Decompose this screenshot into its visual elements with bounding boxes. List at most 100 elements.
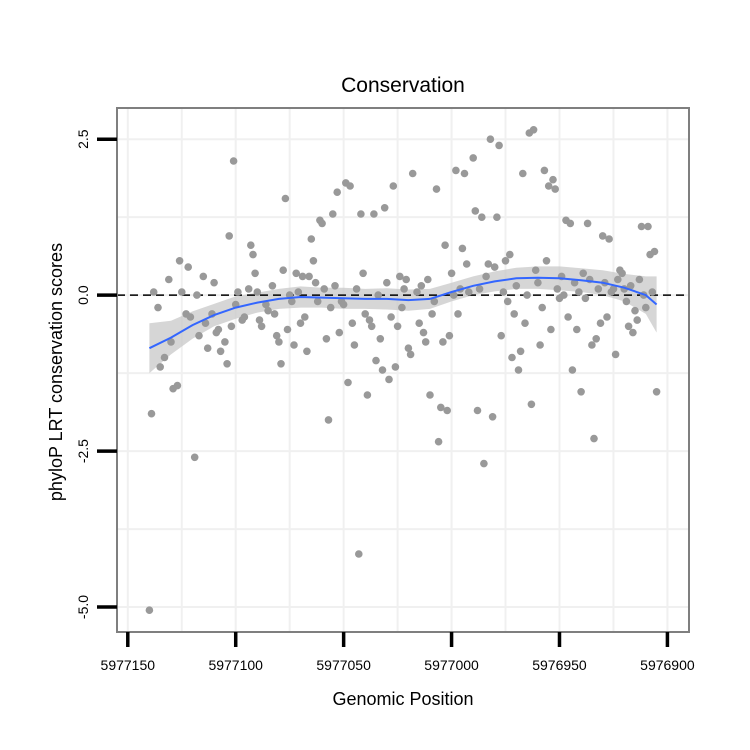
data-point [283,325,292,334]
data-point [626,282,635,290]
data-point [536,341,544,349]
data-point [190,453,199,462]
x-tick-label: 5977000 [424,657,479,673]
data-point [650,247,659,256]
data-point [547,325,555,334]
data-point [322,335,331,343]
data-point [346,182,354,190]
data-point [383,278,391,287]
data-point [272,331,281,340]
data-point [439,338,447,346]
data-point [581,294,590,303]
data-point [335,328,344,337]
data-point [443,406,452,415]
data-point [145,606,154,614]
y-tick-label: 2.5 [75,129,91,149]
x-tick-label: 5977150 [101,657,156,673]
data-point [469,154,478,162]
data-point [447,269,456,278]
data-point [331,282,339,290]
data-point [296,319,305,328]
data-point [579,269,587,278]
data-point [553,285,562,293]
x-tick-label: 5976950 [532,657,587,673]
data-point [277,360,285,368]
data-point [367,322,376,331]
data-point [363,391,372,399]
data-point [542,257,551,265]
data-point [575,288,583,296]
data-point [160,353,169,362]
data-point [234,288,242,296]
data-point [594,285,603,293]
data-point [428,310,436,318]
data-point [424,275,432,284]
data-point [514,366,523,374]
data-point [391,363,400,371]
data-point [359,269,367,278]
data-point [385,375,393,384]
data-point [480,459,488,468]
data-point [503,297,512,306]
data-point [357,210,365,218]
data-point [199,272,208,281]
data-point [193,291,201,299]
data-point [596,319,605,328]
data-point [421,338,430,346]
smooth-line-layer [148,276,658,350]
data-point [348,319,357,328]
data-point [484,260,493,268]
data-point [149,288,158,296]
data-point [644,222,652,231]
confidence-band [149,266,657,374]
data-point [221,338,229,346]
data-point [426,391,434,399]
data-point [652,388,661,396]
data-point [635,275,644,284]
x-tick-label: 5976900 [640,657,695,673]
data-point [333,188,342,196]
data-point [320,285,329,293]
data-point [253,288,262,296]
data-point [244,285,253,293]
data-point [614,275,622,284]
data-point [402,275,411,284]
data-point [307,235,316,243]
data-point [352,285,361,293]
data-point [624,322,633,331]
data-point [400,285,408,293]
data-point [564,313,572,321]
data-point [508,353,516,362]
y-tick-label: -2.5 [75,439,91,463]
data-point [257,322,266,331]
data-point [629,328,637,337]
data-point [521,319,529,328]
data-point [389,182,398,190]
points-layer [145,126,661,614]
data-point [577,388,585,396]
data-point [441,241,449,249]
data-point [339,300,348,309]
y-tick-label: 0.0 [75,285,91,305]
data-point [419,328,428,337]
confidence-band-layer [149,266,657,374]
data-point [216,347,225,356]
y-axis: 2.5 0.0 -2.5 -5.0 [75,129,117,619]
data-point [499,288,508,296]
data-point [344,378,352,387]
data-point [590,434,598,443]
y-tick-label: -5.0 [75,595,91,619]
data-point [372,356,380,365]
data-point [568,366,577,374]
data-point [290,341,298,349]
data-point [396,272,404,281]
data-point [495,141,503,150]
data-point [275,338,283,346]
data-point [294,288,303,296]
data-point [460,169,469,178]
data-point [493,213,501,221]
data-point [167,338,175,346]
data-point [603,313,611,321]
data-point [598,232,607,240]
